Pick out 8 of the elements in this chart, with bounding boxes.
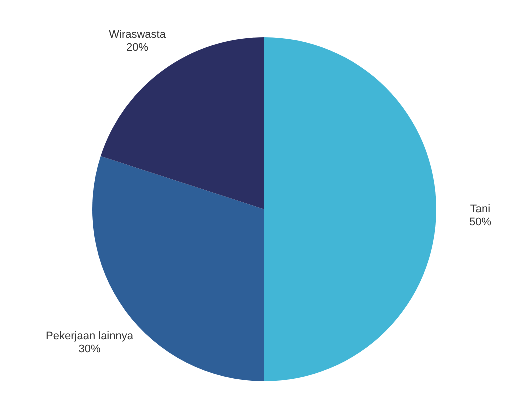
data-label: 30% (78, 343, 101, 356)
pie-slice (264, 38, 436, 382)
slice-label: Tani (470, 204, 491, 216)
data-label: 50% (469, 216, 492, 228)
slice-label: Pekerjaan lainnya (46, 330, 134, 342)
slice-label: Wiraswasta (109, 28, 167, 41)
pie-slice (100, 38, 264, 210)
data-label: 20% (126, 42, 149, 54)
